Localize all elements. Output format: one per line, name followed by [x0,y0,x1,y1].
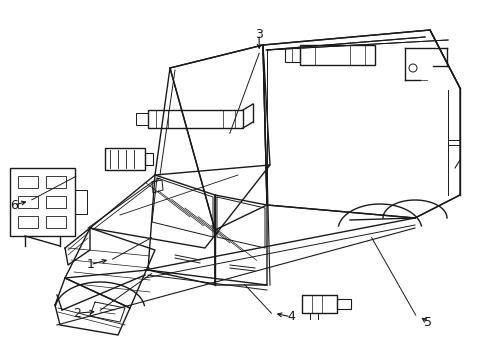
Text: 4: 4 [286,310,294,323]
Bar [46,196,66,208]
Text: 6: 6 [10,199,18,212]
Bar [302,295,336,313]
Bar [336,299,350,309]
Bar [18,176,38,188]
Bar [105,148,145,170]
Bar [145,153,153,165]
Bar [18,216,38,228]
Text: 1: 1 [86,258,94,271]
Bar [148,110,243,128]
Bar [46,216,66,228]
Bar [75,190,87,214]
Text: 3: 3 [255,28,263,41]
Bar [299,45,374,65]
Bar [18,196,38,208]
Bar [285,48,299,62]
Bar [136,113,148,125]
Bar [46,176,66,188]
Text: 2: 2 [73,307,81,320]
Text: 5: 5 [423,316,431,329]
Bar [10,168,75,236]
